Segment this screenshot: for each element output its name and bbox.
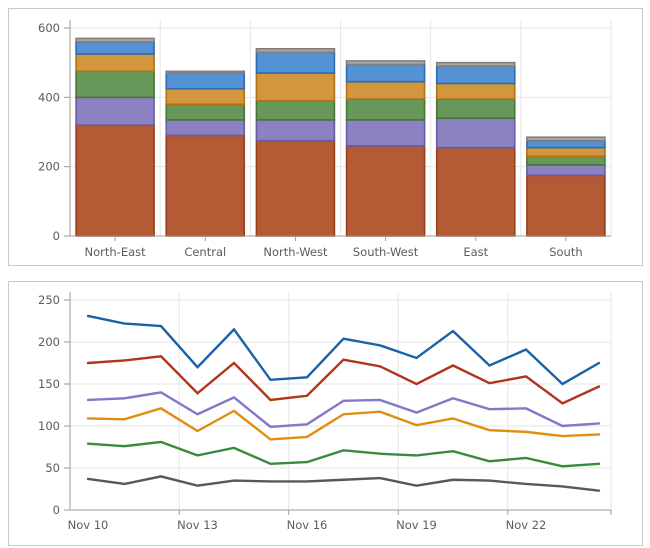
bar-segment-s2-south-west[interactable] bbox=[345, 119, 426, 147]
line-chart-panel: 0 50 100 150 200 250 Nov 10 Nov 13 Nov 16 Nov 19 N… bbox=[8, 281, 643, 546]
bar-segment-s3-south-west[interactable] bbox=[345, 98, 426, 121]
bar-segment-s2-east[interactable] bbox=[435, 117, 516, 149]
y-axis-label: 200 bbox=[38, 160, 60, 174]
bar-segment-s6-south-west[interactable] bbox=[345, 60, 426, 66]
line-series-4[interactable] bbox=[86, 407, 601, 441]
bar-segment-s3-south[interactable] bbox=[526, 155, 606, 166]
bar-segment-s5-south[interactable] bbox=[526, 139, 606, 149]
line-series-2[interactable] bbox=[86, 355, 601, 405]
y-axis-label: 50 bbox=[45, 461, 60, 475]
x-axis-label: South bbox=[549, 245, 582, 259]
bar-segment-s4-east[interactable] bbox=[435, 82, 516, 100]
bar-segment-s1-north-west[interactable] bbox=[255, 139, 336, 237]
stacked-bar-chart: 0 200 400 600 North-East Central North-West Sou… bbox=[38, 20, 612, 259]
bar-segment-s6-east[interactable] bbox=[435, 61, 516, 67]
x-axis-label: Nov 16 bbox=[287, 518, 328, 532]
bar-segment-s6-north-east[interactable] bbox=[75, 37, 155, 43]
line-series-6[interactable] bbox=[86, 475, 601, 492]
y-axis-label: 150 bbox=[38, 377, 60, 391]
bar-segment-s2-south[interactable] bbox=[526, 164, 606, 177]
line-series-5[interactable] bbox=[86, 440, 601, 468]
bar-segment-s3-north-east[interactable] bbox=[75, 70, 155, 99]
bar-segment-s4-south[interactable] bbox=[526, 146, 606, 158]
bar-segment-s4-central[interactable] bbox=[165, 87, 246, 106]
bar-segment-s4-south-west[interactable] bbox=[345, 80, 426, 100]
y-axis-label: 0 bbox=[53, 503, 60, 517]
bar-segment-s6-north-west[interactable] bbox=[255, 47, 336, 54]
line-series-3[interactable] bbox=[86, 391, 601, 429]
bar-segment-s5-north-east[interactable] bbox=[75, 41, 155, 55]
bar-segment-s1-north-east[interactable] bbox=[75, 124, 155, 237]
bar-segment-s1-east[interactable] bbox=[435, 146, 516, 237]
y-axis-label: 600 bbox=[38, 21, 60, 35]
y-axis-label: 0 bbox=[53, 229, 60, 243]
bar-segment-s3-central[interactable] bbox=[165, 103, 246, 121]
bar-segment-s2-north-east[interactable] bbox=[75, 96, 155, 126]
bar-segment-s5-east[interactable] bbox=[435, 65, 516, 85]
x-axis-label: North-East bbox=[85, 245, 147, 259]
bar-segment-s5-north-west[interactable] bbox=[255, 51, 336, 74]
x-axis-label: Nov 22 bbox=[506, 518, 547, 532]
bar-segment-s6-south[interactable] bbox=[526, 136, 606, 142]
x-axis-label: North-West bbox=[263, 245, 328, 259]
bar-segment-s2-central[interactable] bbox=[165, 119, 246, 137]
line-chart: 0 50 100 150 200 250 Nov 10 Nov 13 Nov 16 Nov 19 N… bbox=[38, 292, 612, 532]
bar-segment-s6-central[interactable] bbox=[165, 70, 246, 74]
y-axis-label: 200 bbox=[38, 335, 60, 349]
bar-segment-s2-north-west[interactable] bbox=[255, 119, 336, 142]
x-axis-label: Nov 19 bbox=[396, 518, 437, 532]
x-axis-label: East bbox=[463, 245, 488, 259]
x-axis-label: Nov 13 bbox=[177, 518, 218, 532]
y-axis-label: 250 bbox=[38, 293, 60, 307]
bar-segment-s3-east[interactable] bbox=[435, 98, 516, 119]
bar-segment-s1-south[interactable] bbox=[526, 174, 606, 237]
bar-segment-s4-north-east[interactable] bbox=[75, 53, 155, 73]
x-axis-label: South-West bbox=[353, 245, 419, 259]
bar-segment-s4-north-west[interactable] bbox=[255, 72, 336, 102]
bar-segment-s5-south-west[interactable] bbox=[345, 63, 426, 83]
bar-segment-s1-south-west[interactable] bbox=[345, 145, 426, 237]
bar-segment-s5-central[interactable] bbox=[165, 72, 246, 90]
bar-segment-s1-central[interactable] bbox=[165, 134, 246, 237]
x-axis-label: Central bbox=[184, 245, 226, 259]
y-axis-label: 100 bbox=[38, 419, 60, 433]
line-series-1[interactable] bbox=[86, 314, 601, 386]
stacked-bar-chart-panel: 0 200 400 600 North-East Central North-West Sou… bbox=[8, 8, 643, 266]
y-axis-label: 400 bbox=[38, 90, 60, 104]
x-axis-label: Nov 10 bbox=[68, 518, 109, 532]
bar-segment-s3-north-west[interactable] bbox=[255, 100, 336, 121]
